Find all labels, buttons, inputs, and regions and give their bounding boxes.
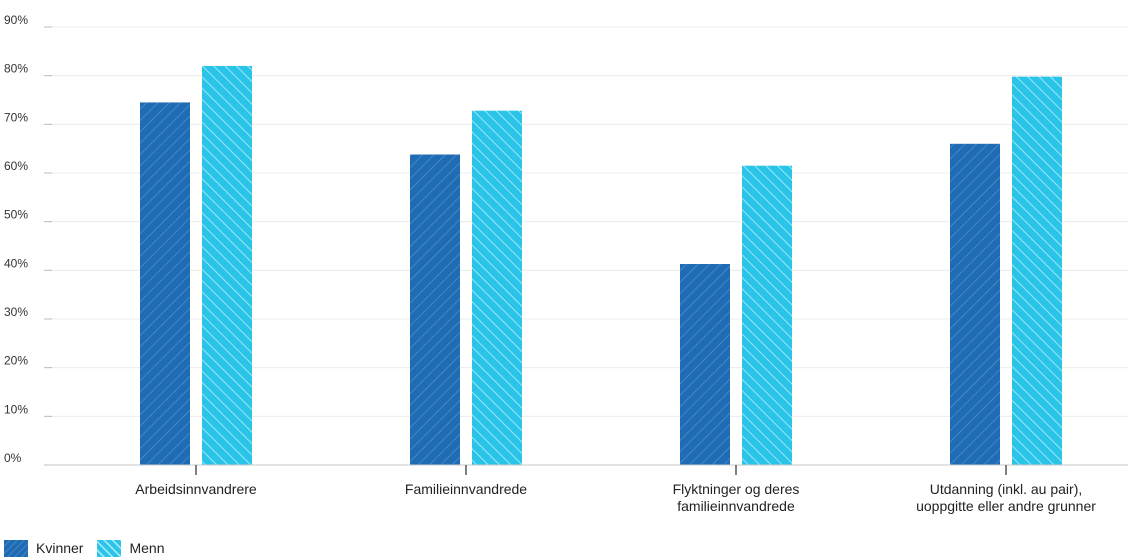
x-category-label-line: Utdanning (inkl. au pair),	[930, 481, 1083, 497]
y-tick-label: 50%	[4, 208, 28, 222]
x-category-label-line: uoppgitte eller andre grunner	[916, 498, 1096, 514]
x-category-label: Arbeidsinnvandrere	[135, 481, 257, 497]
bar-kvinner-2	[680, 264, 730, 465]
legend-swatch-kvinner	[4, 539, 28, 557]
x-category-label: Utdanning (inkl. au pair), uoppgitte elle…	[916, 481, 1096, 514]
bar-kvinner-0	[140, 102, 190, 465]
bar-kvinner-3	[950, 143, 1000, 466]
legend-label-menn: Menn	[129, 540, 165, 556]
x-category-label-line: Flyktninger og deres	[673, 481, 800, 497]
bar-chart: 0% 10% 20% 30% 40% 50% 60% 70% 80% 90% Arbeidsinn…	[4, 13, 1128, 514]
y-tick-label: 30%	[4, 305, 28, 319]
bar-menn-3	[1012, 76, 1062, 465]
x-category-label: Familieinnvandrede	[405, 481, 527, 497]
y-tick-label: 10%	[4, 402, 28, 416]
x-category-label: Flyktninger og deres familieinnvandrede	[673, 481, 800, 514]
x-category-label-line: Familieinnvandrede	[405, 481, 527, 497]
x-category-label-line: Arbeidsinnvandrere	[135, 481, 257, 497]
y-tick-label: 60%	[4, 159, 28, 173]
y-tick-label: 20%	[4, 354, 28, 368]
y-tick-label: 40%	[4, 256, 28, 270]
legend-item-menn: Menn	[97, 539, 165, 557]
y-tick-label: 70%	[4, 110, 28, 124]
x-axis: Arbeidsinnvandrere Familieinnvandrede Flyk…	[48, 464, 1128, 514]
bar-menn-0	[202, 65, 252, 465]
bar-kvinner-1	[410, 154, 460, 466]
y-tick-label: 90%	[4, 13, 28, 27]
legend-item-kvinner: Kvinner	[4, 539, 84, 557]
legend-swatch-menn	[97, 539, 122, 557]
bar-menn-2	[742, 165, 792, 465]
y-tick-label: 0%	[4, 451, 22, 465]
bar-menn-1	[472, 110, 522, 465]
x-category-label-line: familieinnvandrede	[677, 498, 795, 514]
y-tick-label: 80%	[4, 62, 28, 76]
legend: Kvinner Menn	[4, 538, 165, 558]
legend-label-kvinner: Kvinner	[36, 540, 84, 556]
bars-layer	[140, 65, 1062, 466]
